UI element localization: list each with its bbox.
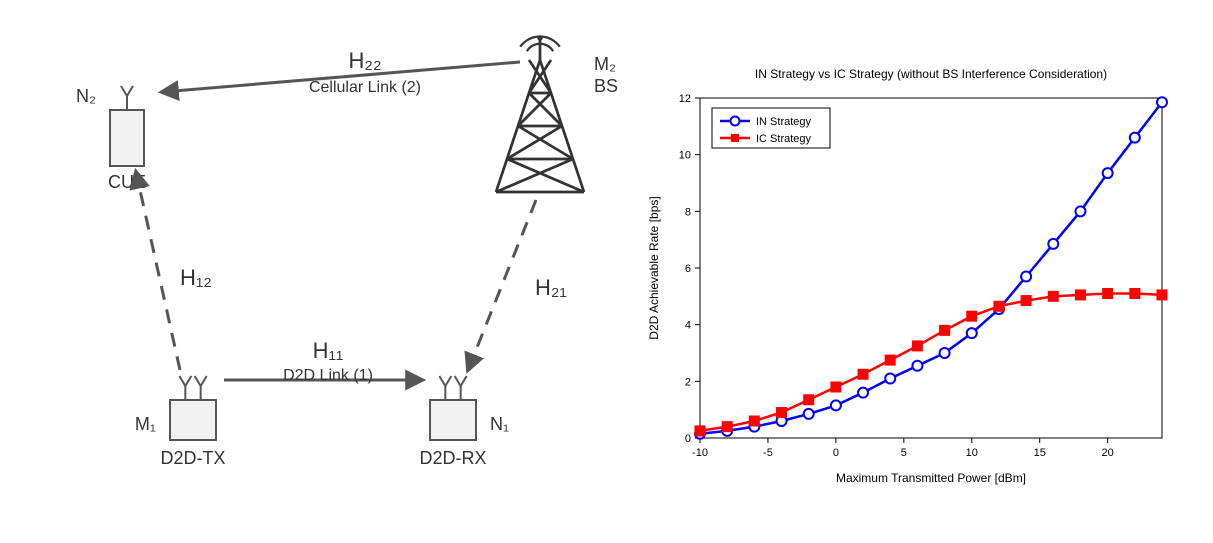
- svg-text:H₂₂: H₂₂: [349, 48, 382, 73]
- svg-text:H₂₁: H₂₁: [535, 275, 567, 300]
- svg-text:8: 8: [685, 206, 691, 218]
- svg-text:4: 4: [685, 320, 691, 332]
- svg-text:H₁₁: H₁₁: [313, 338, 344, 363]
- network-diagram: N₂ CUE M₂BS M₁D2D-TX N₁D2D-RX H₂₂ Cellular Lin…: [0, 0, 640, 543]
- svg-text:-5: -5: [763, 447, 773, 459]
- svg-text:5: 5: [901, 447, 907, 459]
- svg-text:10: 10: [966, 447, 978, 459]
- svg-text:6: 6: [685, 263, 691, 275]
- svg-text:N₁: N₁: [490, 414, 509, 434]
- svg-text:2: 2: [685, 376, 691, 388]
- svg-text:0: 0: [833, 447, 839, 459]
- svg-text:0: 0: [685, 433, 691, 445]
- svg-text:H₁₂: H₁₂: [180, 265, 212, 290]
- svg-text:CUE: CUE: [108, 172, 146, 192]
- svg-text:Cellular Link (2): Cellular Link (2): [309, 79, 421, 96]
- svg-text:D2D Achievable Rate [bps]: D2D Achievable Rate [bps]: [647, 196, 661, 339]
- svg-text:M₁: M₁: [135, 414, 156, 434]
- svg-text:15: 15: [1034, 447, 1046, 459]
- svg-text:IN Strategy vs IC Strategy (wi: IN Strategy vs IC Strategy (without BS I…: [755, 67, 1107, 81]
- svg-text:-10: -10: [692, 447, 708, 459]
- svg-text:D2D Link (1): D2D Link (1): [283, 367, 373, 384]
- svg-text:BS: BS: [594, 76, 618, 96]
- svg-text:M₂: M₂: [594, 54, 616, 74]
- svg-text:Maximum Transmitted Power [dBm: Maximum Transmitted Power [dBm]: [836, 471, 1026, 485]
- svg-text:12: 12: [679, 93, 691, 105]
- svg-text:N₂: N₂: [76, 86, 96, 106]
- strategy-chart: -10 -5 0 5 10 15 20 0 2 4 6 8 10 12 Maximum Transmitte…: [640, 60, 1180, 490]
- svg-text:D2D-RX: D2D-RX: [419, 448, 486, 468]
- svg-text:10: 10: [679, 150, 691, 162]
- svg-text:D2D-TX: D2D-TX: [160, 448, 225, 468]
- svg-text:20: 20: [1102, 447, 1114, 459]
- svg-text:IN Strategy: IN Strategy: [756, 116, 812, 128]
- svg-text:IC Strategy: IC Strategy: [756, 133, 812, 145]
